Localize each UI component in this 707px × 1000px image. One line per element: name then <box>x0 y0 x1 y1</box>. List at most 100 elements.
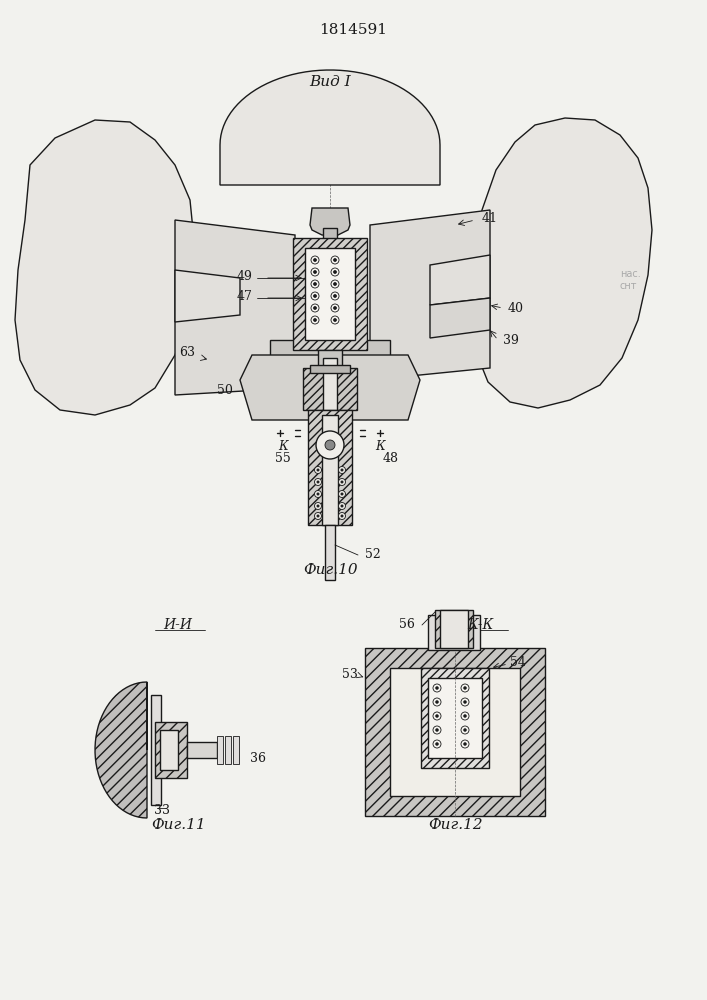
Text: К: К <box>375 440 385 454</box>
Circle shape <box>317 493 319 495</box>
Circle shape <box>436 728 438 732</box>
Circle shape <box>313 270 317 273</box>
Circle shape <box>331 304 339 312</box>
Circle shape <box>436 714 438 718</box>
Text: К: К <box>278 440 288 454</box>
Circle shape <box>341 481 343 483</box>
Circle shape <box>433 740 441 748</box>
Circle shape <box>461 684 469 692</box>
Bar <box>187 742 217 758</box>
Bar <box>323 358 337 410</box>
Circle shape <box>464 728 467 732</box>
Polygon shape <box>270 340 390 360</box>
Circle shape <box>316 431 344 459</box>
Text: 53: 53 <box>342 668 358 682</box>
Bar <box>151 695 161 805</box>
Circle shape <box>317 505 319 507</box>
Bar <box>323 228 337 240</box>
Text: 49: 49 <box>237 269 253 282</box>
Circle shape <box>315 512 322 520</box>
Bar <box>428 615 480 650</box>
Bar <box>225 736 231 764</box>
Circle shape <box>334 294 337 298</box>
Text: 56: 56 <box>399 618 415 632</box>
Text: 36: 36 <box>250 752 266 764</box>
Bar <box>233 736 239 764</box>
Circle shape <box>331 292 339 300</box>
Circle shape <box>339 512 346 520</box>
Bar <box>440 610 468 648</box>
Circle shape <box>331 268 339 276</box>
Text: Фиг.12: Фиг.12 <box>428 818 482 832</box>
Circle shape <box>334 306 337 310</box>
Circle shape <box>311 304 319 312</box>
Text: Фиг.10: Фиг.10 <box>303 563 357 577</box>
Circle shape <box>317 515 319 517</box>
Bar <box>305 248 355 340</box>
Circle shape <box>341 505 343 507</box>
Circle shape <box>464 686 467 690</box>
Circle shape <box>315 502 322 510</box>
Text: Вид I: Вид I <box>309 75 351 89</box>
Circle shape <box>461 740 469 748</box>
Polygon shape <box>220 70 440 185</box>
Text: 52: 52 <box>365 548 381 562</box>
Bar <box>293 238 367 350</box>
Polygon shape <box>472 118 652 408</box>
Circle shape <box>436 686 438 690</box>
Polygon shape <box>430 255 490 305</box>
Circle shape <box>311 316 319 324</box>
Circle shape <box>339 490 346 497</box>
Circle shape <box>341 515 343 517</box>
Bar <box>310 365 350 373</box>
Circle shape <box>311 256 319 264</box>
Circle shape <box>436 742 438 746</box>
Circle shape <box>334 258 337 261</box>
Bar <box>308 410 352 525</box>
Text: нас.
снт: нас. снт <box>620 269 641 291</box>
Circle shape <box>311 280 319 288</box>
Text: 33: 33 <box>154 804 170 816</box>
Polygon shape <box>175 220 295 395</box>
Circle shape <box>436 700 438 704</box>
Circle shape <box>341 469 343 471</box>
Text: 40: 40 <box>508 302 524 314</box>
Text: И-И: И-И <box>163 618 192 632</box>
Polygon shape <box>15 120 195 415</box>
Bar <box>428 678 482 758</box>
Circle shape <box>311 292 319 300</box>
Circle shape <box>464 714 467 718</box>
Bar <box>303 368 357 410</box>
Text: 55: 55 <box>275 452 291 464</box>
Circle shape <box>461 712 469 720</box>
Circle shape <box>313 318 317 322</box>
Text: Фиг.11: Фиг.11 <box>151 818 205 832</box>
Text: 39: 39 <box>503 334 519 347</box>
Circle shape <box>311 268 319 276</box>
Circle shape <box>433 726 441 734</box>
Text: 47: 47 <box>237 290 253 302</box>
Bar <box>435 610 473 648</box>
Circle shape <box>315 490 322 497</box>
Circle shape <box>325 440 335 450</box>
Bar <box>325 525 335 580</box>
Circle shape <box>334 318 337 322</box>
Bar <box>155 722 187 778</box>
Circle shape <box>315 479 322 486</box>
Polygon shape <box>240 355 420 420</box>
Circle shape <box>313 258 317 261</box>
Polygon shape <box>95 682 147 818</box>
Bar <box>318 350 342 368</box>
Circle shape <box>331 316 339 324</box>
Circle shape <box>464 700 467 704</box>
Circle shape <box>331 256 339 264</box>
Bar <box>217 736 223 764</box>
Bar <box>421 668 489 768</box>
Circle shape <box>334 270 337 273</box>
Polygon shape <box>310 208 350 235</box>
Text: 1814591: 1814591 <box>319 23 387 37</box>
Text: 48: 48 <box>383 452 399 464</box>
Circle shape <box>464 742 467 746</box>
Circle shape <box>315 466 322 474</box>
Text: 41: 41 <box>482 212 498 225</box>
